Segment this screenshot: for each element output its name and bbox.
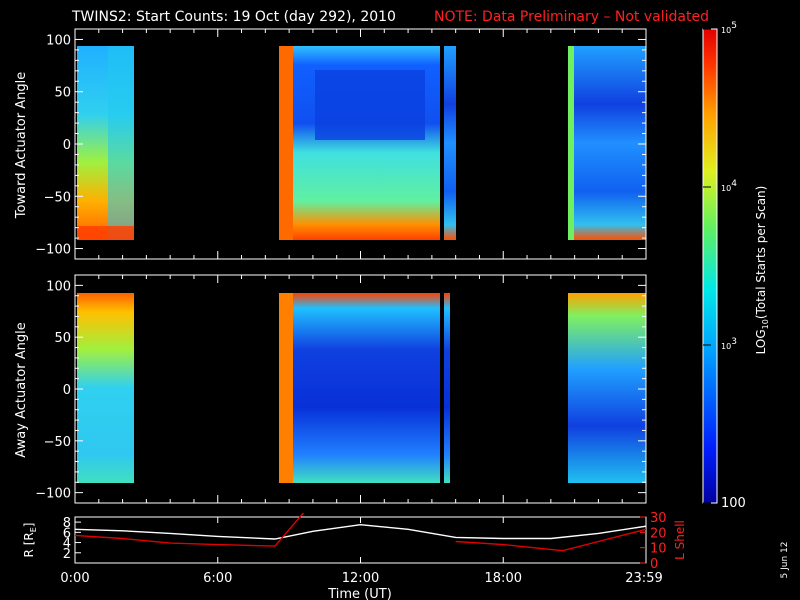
colorbar-tick-label: 105	[721, 21, 737, 35]
y-tick-label: 50	[54, 86, 71, 101]
colorbar-tick-label: 103	[721, 337, 737, 351]
y-tick-label: −100	[35, 243, 71, 258]
heatmap-block	[568, 293, 646, 483]
heatmap-block	[279, 46, 293, 240]
heatmap-block	[279, 293, 293, 483]
heatmap-block	[77, 293, 134, 483]
y-tick-label: −100	[35, 487, 71, 502]
heatmap-block	[77, 226, 134, 240]
x-tick-label: 0:00	[60, 571, 89, 586]
orbit-left-tick-label: 4	[63, 537, 71, 552]
y-tick-label: 100	[46, 279, 71, 294]
preliminary-note: NOTE: Data Preliminary – Not validated	[434, 9, 709, 25]
x-tick-label: 23:59	[625, 571, 662, 586]
chart-title: TWINS2: Start Counts: 19 Oct (day 292), …	[71, 9, 396, 25]
orbit-right-tick-label: 20	[650, 526, 667, 541]
x-axis-label: Time (UT)	[327, 587, 392, 600]
colorbar-label: LOG10(Total Starts per Scan)	[754, 186, 770, 355]
colorbar-tick-label: 100	[721, 496, 746, 511]
heatmap-toward	[77, 46, 646, 240]
heatmap-block	[568, 46, 646, 240]
data-gap	[440, 293, 444, 483]
y-tick-label: 0	[63, 383, 71, 398]
y-tick-label: 100	[46, 33, 71, 48]
orbit-left-tick-label: 8	[63, 516, 71, 531]
y-tick-label: 50	[54, 331, 71, 346]
heatmap-block	[444, 46, 456, 240]
orbit-left-tick-label: 6	[63, 526, 71, 541]
x-tick-label: 12:00	[342, 571, 379, 586]
heatmap-block	[444, 293, 450, 483]
l-shell-line	[74, 512, 647, 552]
y-tick-label: −50	[44, 435, 71, 450]
orbit-right-tick-label: 10	[650, 542, 667, 557]
heatmap-block	[315, 70, 425, 140]
orbit-left-label: R [RE]	[22, 523, 38, 558]
colorbar	[702, 28, 718, 504]
y-tick-label: 0	[63, 138, 71, 153]
orbit-right-label: L Shell	[673, 520, 687, 560]
panel-frame	[74, 516, 647, 564]
x-tick-label: 18:00	[485, 571, 522, 586]
heatmap-block	[568, 46, 574, 240]
heatmap-block	[108, 46, 134, 240]
y-tick-label: −50	[44, 190, 71, 205]
orbit-right-tick-label: 0	[650, 557, 658, 572]
orbit-left-tick-label: 2	[63, 547, 71, 562]
panel-2-ylabel: Away Actuator Angle	[14, 322, 29, 457]
heatmap-block	[293, 293, 441, 483]
date-stamp: 5 Jun 12	[780, 542, 790, 579]
colorbar-tick-label: 104	[721, 179, 737, 193]
orbit-right-tick-label: 30	[650, 511, 667, 526]
panel-1-ylabel: Toward Actuator Angle	[14, 72, 29, 219]
heatmap-away	[77, 293, 646, 483]
x-tick-label: 6:00	[203, 571, 232, 586]
r-line	[74, 523, 647, 540]
data-gap	[440, 46, 444, 240]
